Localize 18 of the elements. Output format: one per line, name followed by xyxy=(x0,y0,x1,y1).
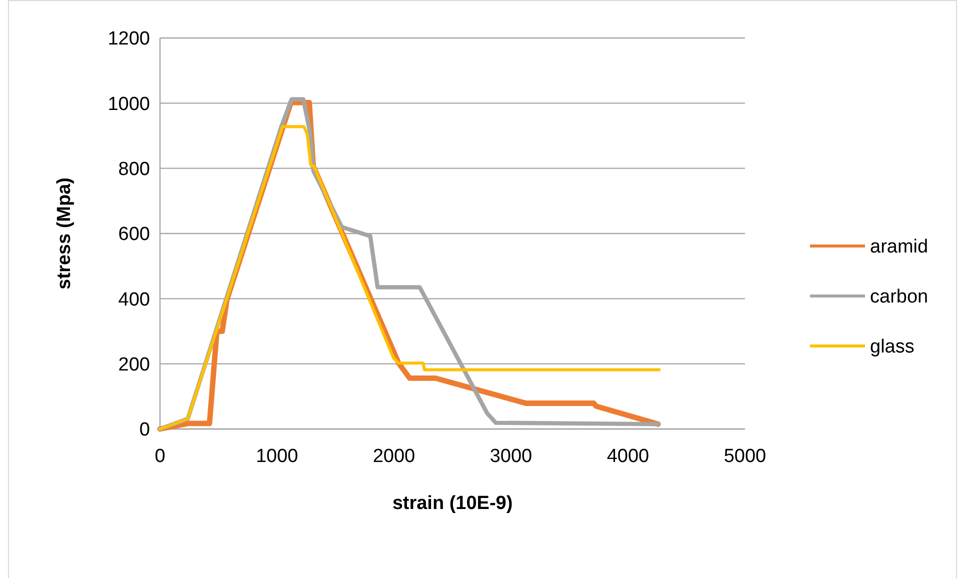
x-tick-label: 5000 xyxy=(724,446,766,467)
x-axis-title: strain (10E-9) xyxy=(392,493,513,514)
y-axis-title: stress (Mpa) xyxy=(54,178,75,290)
x-tick-label: 3000 xyxy=(490,446,532,467)
y-tick-label: 400 xyxy=(118,289,150,310)
y-tick-label: 600 xyxy=(118,224,150,246)
y-tick-label: 1000 xyxy=(108,94,150,115)
legend-label: glass xyxy=(870,336,914,358)
y-tick-label: 0 xyxy=(139,420,150,441)
x-tick-label: 2000 xyxy=(372,446,416,467)
y-tick-label: 1200 xyxy=(108,28,150,50)
x-tick-label: 1000 xyxy=(256,446,298,467)
legend-label: carbon xyxy=(870,286,928,308)
x-tick-label: 4000 xyxy=(606,446,650,467)
legend-label: aramid xyxy=(870,236,928,258)
y-tick-label: 800 xyxy=(118,158,150,180)
y-tick-label: 200 xyxy=(118,354,150,376)
x-tick-label: 0 xyxy=(154,446,166,467)
